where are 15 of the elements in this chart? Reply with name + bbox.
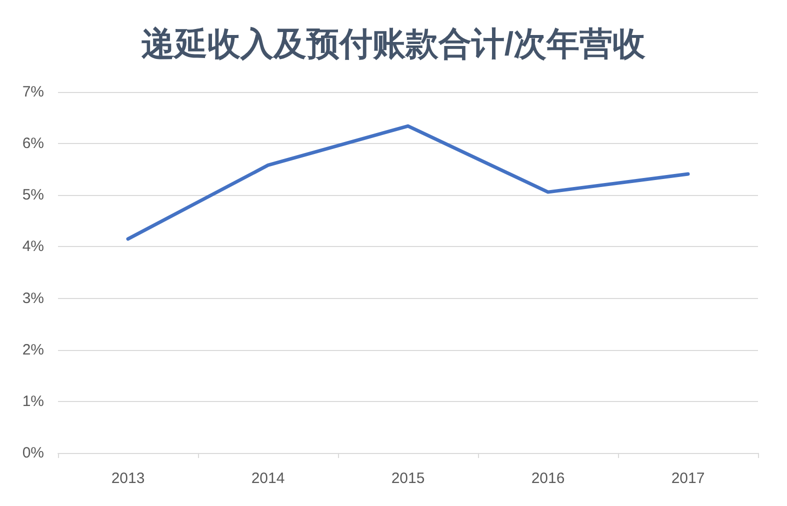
y-tick-label: 2%	[22, 341, 44, 358]
x-tick-label: 2013	[111, 470, 145, 487]
x-tick-label: 2016	[531, 470, 565, 487]
y-tick-label: 4%	[22, 238, 44, 256]
x-tick-label: 2017	[671, 470, 705, 487]
line-series	[126, 124, 690, 241]
y-tick-label: 0%	[22, 444, 44, 462]
y-tick-label: 7%	[22, 84, 44, 100]
y-tick-label: 3%	[22, 290, 44, 307]
y-tick-label: 1%	[22, 392, 44, 410]
y-tick-label: 6%	[22, 135, 44, 152]
chart-title: 递延收入及预付账款合计/次年营收	[140, 25, 647, 62]
x-tick-label: 2014	[251, 470, 285, 487]
x-tick-label: 2015	[391, 470, 425, 487]
y-tick-label: 5%	[22, 186, 44, 204]
